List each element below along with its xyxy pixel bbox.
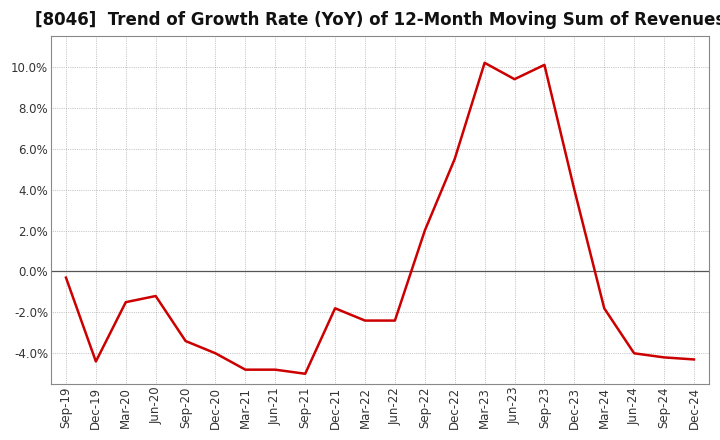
Title: [8046]  Trend of Growth Rate (YoY) of 12-Month Moving Sum of Revenues: [8046] Trend of Growth Rate (YoY) of 12-… xyxy=(35,11,720,29)
